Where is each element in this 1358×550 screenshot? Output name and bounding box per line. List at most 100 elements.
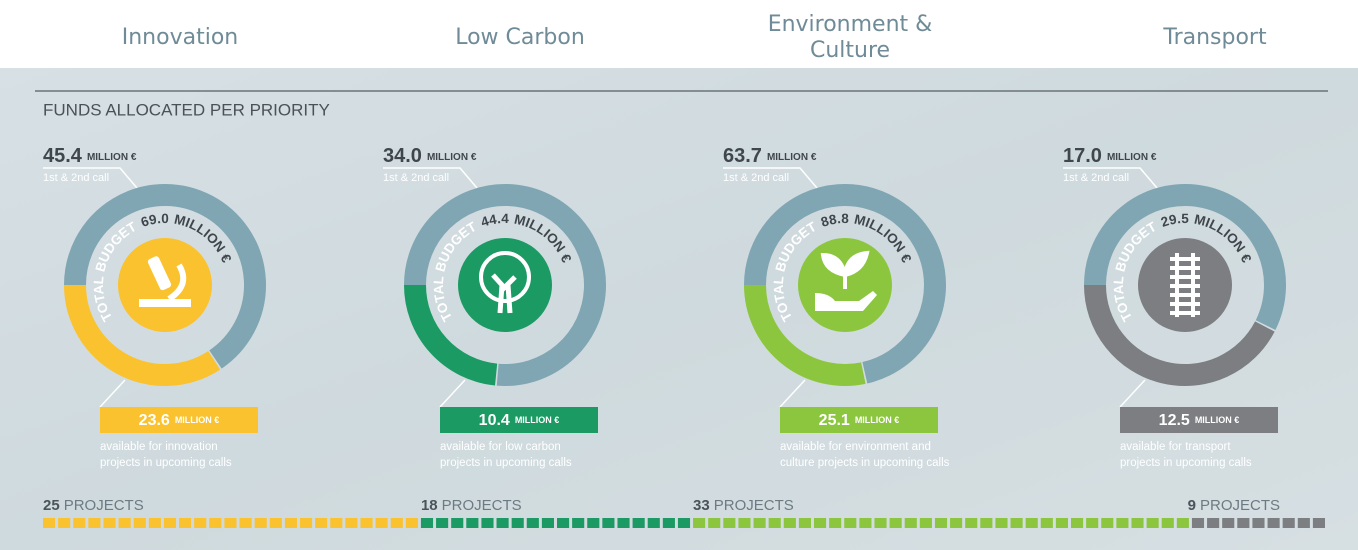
project-square [436, 518, 449, 528]
available-value: 25.1 [819, 412, 850, 429]
project-square [798, 518, 811, 528]
project-square [1207, 518, 1220, 528]
allocated-value: 17.0 [1063, 145, 1102, 167]
icon-part [479, 251, 531, 303]
project-square [1055, 518, 1068, 528]
project-square [360, 518, 373, 528]
project-square [1222, 518, 1235, 528]
project-square [1010, 518, 1023, 528]
project-square [511, 518, 524, 528]
project-square [934, 518, 948, 528]
project-square [526, 518, 539, 528]
available-arc [744, 284, 866, 386]
project-square [345, 518, 358, 528]
allocated-value: 34.0 [383, 145, 422, 167]
callout-line [723, 167, 818, 189]
project-square [254, 518, 267, 528]
project-square [1237, 518, 1250, 528]
available-box [440, 407, 598, 433]
projects-label: PROJECTS [442, 497, 522, 514]
total-value: 29.5 [1159, 211, 1189, 230]
project-square [466, 518, 479, 528]
available-box [1120, 407, 1278, 433]
priority-tab[interactable]: Low Carbon [455, 25, 585, 50]
project-square [677, 518, 691, 528]
unit: MILLION € [427, 152, 477, 163]
priority-tab[interactable]: Innovation [121, 25, 239, 50]
project-square [1176, 518, 1189, 528]
description: projects in upcoming calls [100, 457, 232, 469]
available-arc [64, 284, 221, 386]
icon-part [1170, 311, 1200, 315]
project-square [557, 518, 570, 528]
project-square [753, 518, 766, 528]
callout-line [439, 379, 466, 408]
projects-number: 9 [1188, 497, 1196, 514]
projects-label: PROJECTS [714, 497, 794, 514]
project-square [1282, 518, 1295, 528]
project-square [58, 518, 71, 528]
callout-line [99, 379, 126, 408]
project-square [1146, 518, 1159, 528]
unit: MILLION € [1195, 415, 1240, 425]
project-square [814, 518, 827, 528]
projects-number: 18 [421, 497, 438, 514]
icon-part [1170, 293, 1200, 297]
projects-count: 33 PROJECTS [693, 497, 794, 514]
project-square [194, 518, 207, 528]
allocated-arc [404, 184, 606, 386]
project-square [617, 518, 630, 528]
available-arc [1084, 284, 1275, 386]
project-square [844, 518, 857, 528]
unit: MILLION € [767, 152, 817, 163]
priority-tab[interactable]: Transport [1163, 25, 1267, 50]
callout-line [1119, 379, 1146, 408]
project-square [239, 518, 252, 528]
projects-count: 18 PROJECTS [421, 497, 522, 514]
project-square [1101, 518, 1114, 528]
icon-part [1170, 266, 1200, 270]
projects-number: 25 [43, 497, 60, 514]
description: available for low carbon [440, 441, 561, 453]
project-square [662, 518, 675, 528]
priority-tab[interactable]: Environment & Culture [767, 12, 933, 63]
project-square [995, 518, 1008, 528]
project-square [300, 518, 313, 528]
project-square [1267, 518, 1280, 528]
project-square [587, 518, 600, 528]
projects-label: PROJECTS [1200, 497, 1280, 514]
icon-part [139, 299, 191, 307]
project-square [375, 518, 388, 528]
project-square [919, 518, 932, 528]
project-square [768, 518, 781, 528]
project-square [632, 518, 645, 528]
project-square [1025, 518, 1038, 528]
icon-part [820, 250, 870, 289]
project-square [405, 518, 418, 528]
project-square [1040, 518, 1053, 528]
allocated-arc [1084, 184, 1286, 330]
project-square [708, 518, 721, 528]
unit: MILLION € [855, 415, 900, 425]
icon-part [1170, 275, 1200, 279]
available-value: 12.5 [1159, 412, 1190, 429]
available-amount: 23.6 MILLION € [139, 412, 220, 429]
project-square [481, 518, 494, 528]
project-square [284, 518, 297, 528]
project-square [88, 518, 101, 528]
icon-part [491, 273, 517, 314]
callout-line [1063, 167, 1158, 189]
project-square [73, 518, 86, 528]
available-box [100, 407, 258, 433]
unit: MILLION € [515, 415, 560, 425]
project-square [874, 518, 887, 528]
project-square [965, 518, 978, 528]
project-square [269, 518, 282, 528]
project-square [179, 518, 192, 528]
panel [0, 68, 1358, 550]
section-title: FUNDS ALLOCATED PER PRIORITY [43, 100, 330, 119]
project-square [103, 518, 116, 528]
project-square [1191, 518, 1205, 528]
unit: MILLION € [175, 415, 220, 425]
